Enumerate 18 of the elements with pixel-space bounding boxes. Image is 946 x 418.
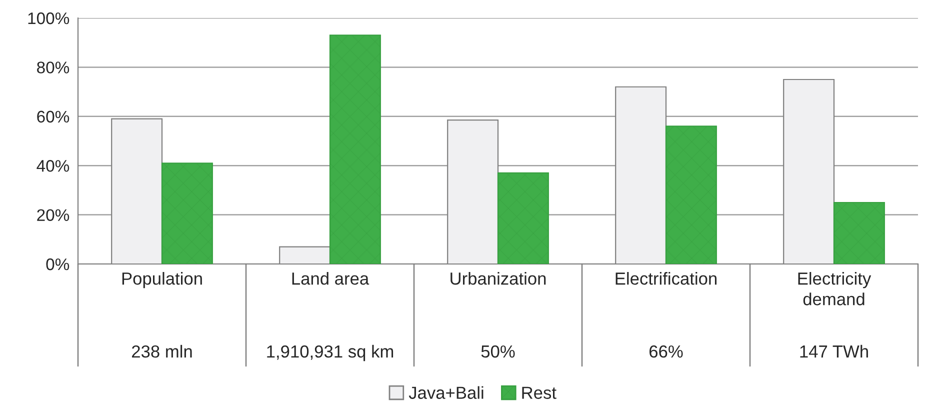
y-tick-label: 0% xyxy=(46,258,70,270)
y-tick-label: 40% xyxy=(36,160,70,172)
text: 66% xyxy=(650,345,683,358)
y-tick-label: 20% xyxy=(37,209,70,222)
text: 238 mln xyxy=(132,344,192,358)
legend-label: Java+Bali xyxy=(408,386,484,399)
y-tick-label: 100% xyxy=(28,12,70,24)
legend-label: Rest xyxy=(522,386,556,399)
text: 50% xyxy=(481,345,515,358)
y-tick-label: 80% xyxy=(37,62,70,74)
x-tick-label: Population xyxy=(122,272,202,288)
text: 1,910,931 sq km xyxy=(267,344,394,362)
x-tick-label: Electrification xyxy=(616,272,716,285)
y-tick-label: 60% xyxy=(37,110,70,123)
x-tick-label: Urbanization xyxy=(450,272,546,285)
x-tick-label: Land area xyxy=(292,272,370,285)
text: 147 TWh xyxy=(800,344,868,358)
x-tick-label: Electricity demand xyxy=(798,272,872,306)
